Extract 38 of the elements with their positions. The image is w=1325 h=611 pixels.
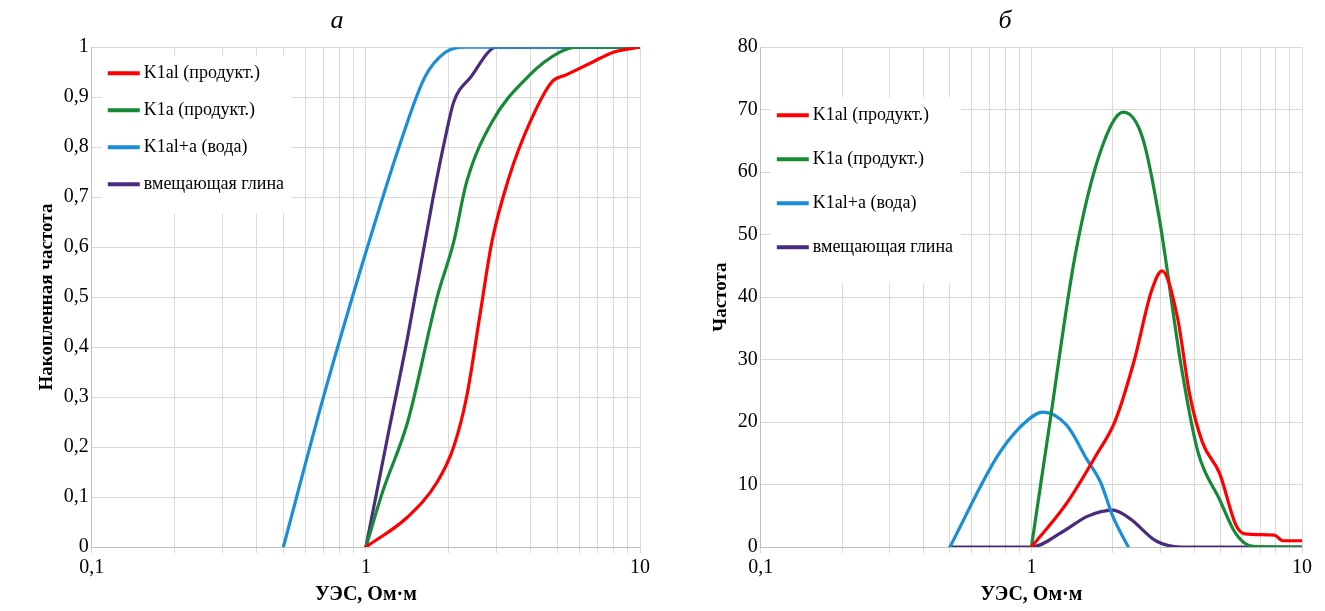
- chart-title: б: [998, 5, 1013, 35]
- y-tick-label: 0,9: [63, 84, 89, 107]
- y-tick-label: 0,8: [63, 134, 89, 157]
- y-tick-label: 10: [737, 471, 758, 494]
- y-tick-label: 80: [737, 34, 758, 57]
- y-tick-label: 0,5: [63, 284, 89, 307]
- legend-label: вмещающая глина: [812, 235, 954, 256]
- y-tick-label: 0: [747, 534, 758, 557]
- x-tick-label: 10: [630, 555, 650, 578]
- legend-label: K1a (продукт.): [812, 147, 925, 169]
- y-axis-title: Накопленная частота: [35, 203, 57, 391]
- y-axis-title: Частота: [709, 261, 731, 332]
- legend-label: K1al (продукт.): [812, 103, 930, 125]
- y-tick-label: 0: [78, 534, 89, 557]
- x-tick-label: 10: [1292, 555, 1312, 578]
- y-tick-label: 40: [737, 284, 758, 307]
- x-tick-label: 1: [1026, 555, 1037, 578]
- x-axis-title: УЭС, Ом·м: [314, 582, 417, 605]
- x-axis-title: УЭС, Ом·м: [980, 582, 1083, 605]
- x-tick-label: 1: [360, 555, 371, 578]
- legend-label: вмещающая глина: [143, 172, 285, 193]
- y-tick-label: 20: [737, 409, 758, 432]
- y-tick-label: 0,2: [63, 434, 89, 457]
- legend-label: K1a (продукт.): [143, 98, 256, 120]
- y-tick-label: 70: [737, 96, 758, 119]
- y-tick-label: 50: [737, 221, 758, 244]
- y-tick-label: 0,3: [63, 384, 89, 407]
- legend-label: K1al+a (вода): [812, 191, 917, 213]
- y-tick-label: 0,4: [63, 334, 89, 357]
- y-tick-label: 30: [737, 346, 758, 369]
- y-tick-label: 1: [78, 34, 89, 57]
- y-tick-label: 0,1: [63, 484, 89, 507]
- y-tick-label: 0,6: [63, 234, 89, 257]
- legend-label: K1al+a (вода): [143, 135, 248, 157]
- legend-label: K1al (продукт.): [143, 61, 261, 83]
- y-tick-label: 0,7: [63, 184, 89, 207]
- y-tick-label: 60: [737, 159, 758, 182]
- chart-title: а: [330, 5, 344, 35]
